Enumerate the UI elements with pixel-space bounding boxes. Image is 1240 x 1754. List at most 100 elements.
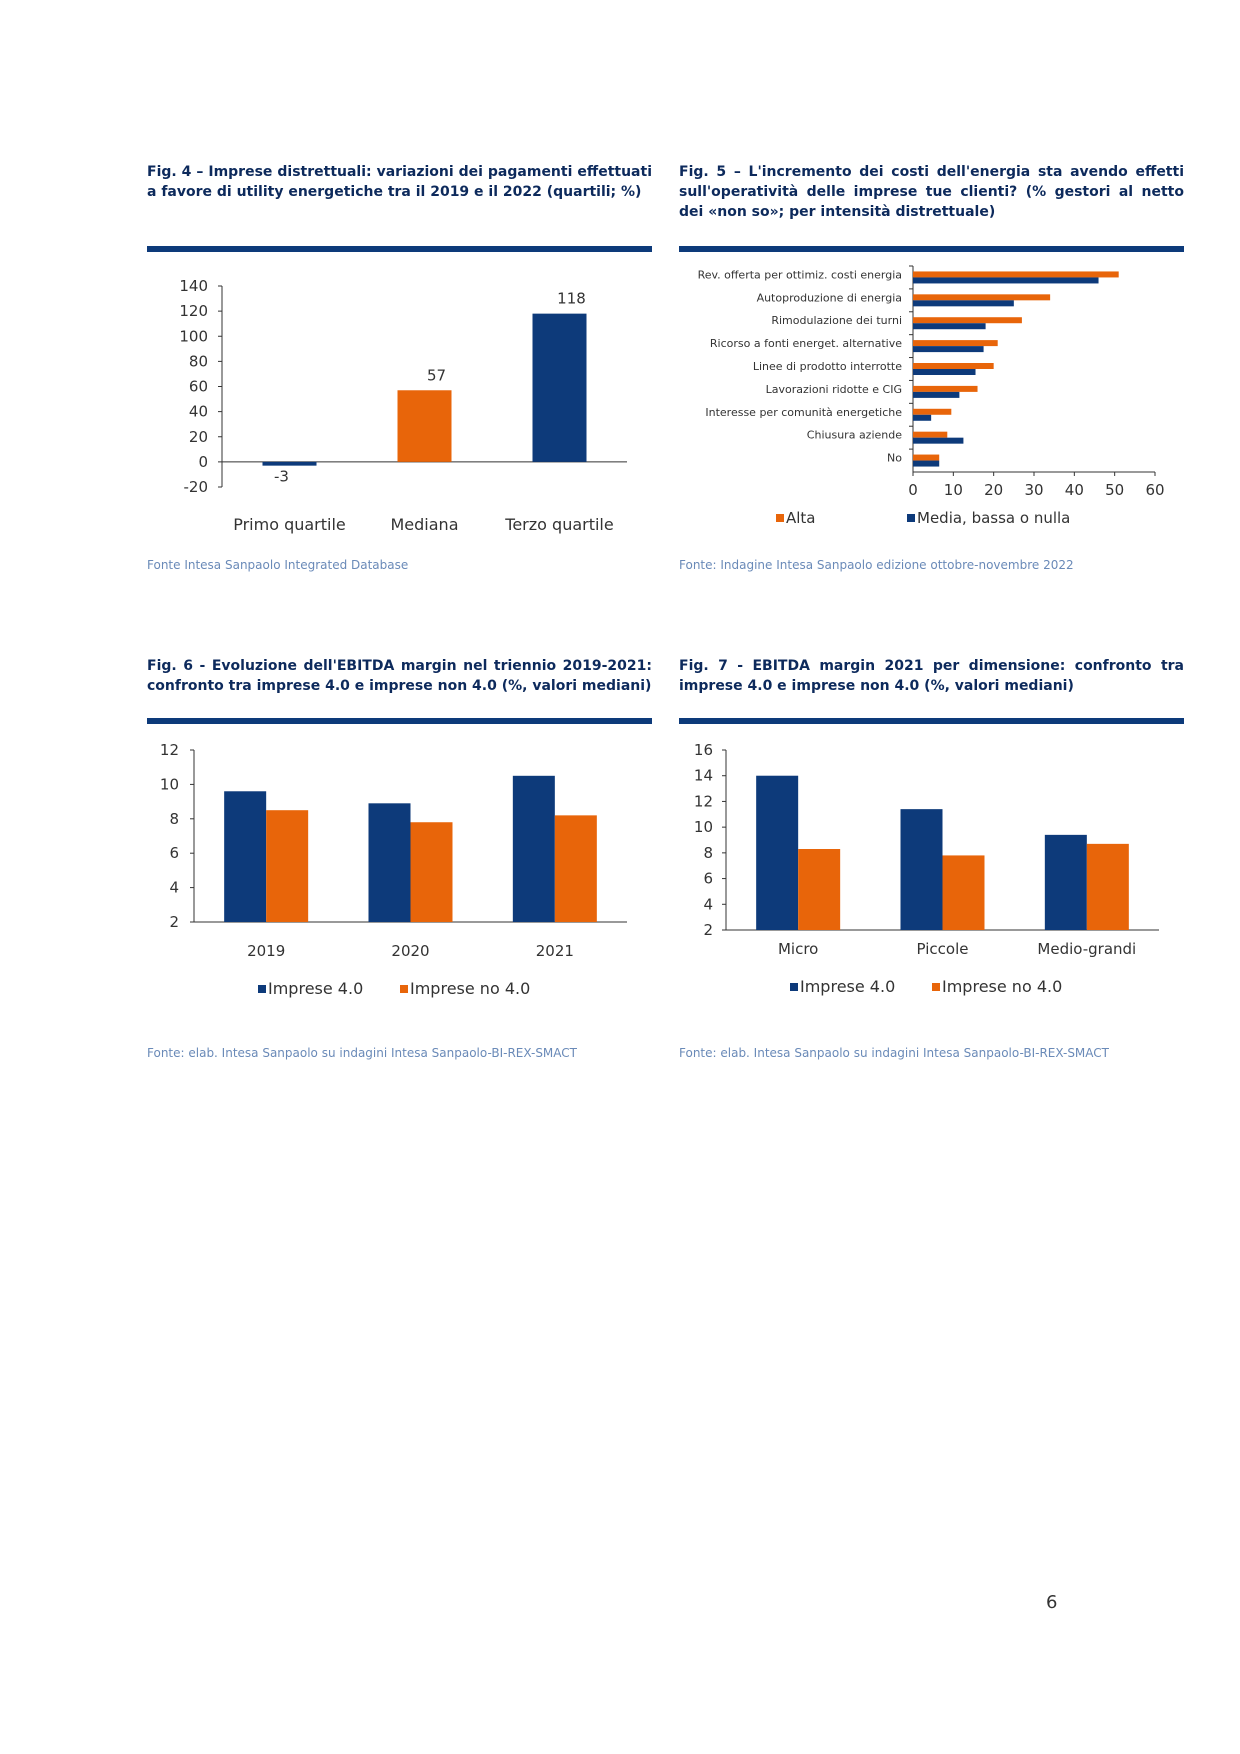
bar-mediana — [397, 390, 452, 462]
y-tick-label: 60 — [189, 378, 208, 396]
legend-label-alta: Alta — [786, 509, 816, 527]
bar-no-media-bassa-o-nulla — [913, 460, 940, 467]
bar-interesse-per-comunit-energetiche-alta — [913, 408, 952, 415]
bar-micro-imprese-4-0 — [756, 775, 799, 930]
legend-label-imprese-4-0: Imprese 4.0 — [800, 977, 895, 996]
figure-6-chart: 2 4 6 8 10 12 2019 2020 2021 Imprese 4.0 Imprese n… — [160, 741, 627, 998]
y-tick-label: 40 — [189, 403, 208, 421]
bar-rimodulazione-dei-turni-alta — [913, 317, 1022, 324]
bar-piccole-imprese-4-0 — [900, 809, 943, 930]
figure-6-rule — [147, 718, 652, 724]
y-tick-label: 4 — [703, 895, 713, 913]
figure-6-source: Fonte: elab. Intesa Sanpaolo su indagini… — [147, 1046, 577, 1060]
bar-ricorso-a-fonti-energet-alternative-media-bassa-o-nulla — [913, 346, 984, 353]
bar-autoproduzione-di-energia-media-bassa-o-nulla — [913, 300, 1014, 307]
category-label-rimodulazione-dei-turni: Rimodulazione dei turni — [771, 314, 902, 327]
y-tick-label: 4 — [169, 879, 179, 897]
x-tick-label: 60 — [1145, 481, 1164, 499]
bar-2019-imprese-no-4-0 — [266, 810, 309, 922]
figure-5-title: Fig. 5 – L'incremento dei costi dell'ene… — [679, 164, 1184, 220]
bar-linee-di-prodotto-interrotte-alta — [913, 363, 994, 369]
y-tick-label: 14 — [694, 767, 713, 785]
figure-4-source: Fonte Intesa Sanpaolo Integrated Databas… — [147, 558, 409, 572]
data-label-mediana: 57 — [427, 366, 446, 384]
bar-medio-grandi-imprese-no-4-0 — [1086, 843, 1129, 930]
legend-swatch-alta — [776, 514, 784, 522]
bar-piccole-imprese-no-4-0 — [942, 855, 985, 930]
category-label-lavorazioni-ridotte-e-cig: Lavorazioni ridotte e CIG — [766, 383, 902, 396]
y-tick-label: 80 — [189, 352, 208, 370]
y-tick-label: 0 — [198, 453, 208, 471]
y-tick-label: 120 — [179, 302, 208, 320]
y-tick-label: 6 — [703, 870, 713, 888]
y-tick-label: -20 — [184, 478, 209, 496]
legend-label-imprese-4-0: Imprese 4.0 — [268, 979, 363, 998]
x-tick-label-terzo-quartile: Terzo quartile — [504, 515, 613, 534]
legend-swatch-imprese-no-4-0 — [400, 985, 408, 993]
y-tick-label: 16 — [694, 741, 713, 759]
x-tick-label: 30 — [1024, 481, 1043, 499]
bar-no-alta — [913, 454, 940, 461]
x-tick-label: 50 — [1105, 481, 1124, 499]
legend-label-imprese-no-4-0: Imprese no 4.0 — [942, 977, 1062, 996]
x-tick-label-micro: Micro — [778, 940, 818, 958]
figure-4-rule — [147, 246, 652, 252]
figure-5-rule — [679, 246, 1184, 252]
bar-terzo-quartile — [532, 313, 587, 462]
bar-rev-offerta-per-ottimiz-costi-energia-alta — [913, 271, 1119, 278]
y-tick-label: 10 — [694, 818, 713, 836]
bar-chiusura-aziende-media-bassa-o-nulla — [913, 437, 964, 444]
y-tick-label: 12 — [160, 741, 179, 759]
legend-swatch-media — [907, 514, 915, 522]
legend-swatch-imprese-4-0 — [790, 983, 798, 991]
y-tick-label: 140 — [179, 277, 208, 295]
bar-micro-imprese-no-4-0 — [798, 849, 841, 930]
bar-medio-grandi-imprese-4-0 — [1044, 834, 1087, 930]
data-label-terzo-quartile: 118 — [557, 290, 586, 308]
figure-5-source: Fonte: Indagine Intesa Sanpaolo edizione… — [679, 558, 1074, 572]
figure-7-chart: 2 4 6 8 10 12 14 16 Micro Piccole Medio-grandi Impr… — [694, 741, 1159, 996]
bar-2019-imprese-4-0 — [224, 791, 267, 922]
figure-6-title: Fig. 6 - Evoluzione dell'EBITDA margin n… — [147, 658, 652, 694]
bar-chiusura-aziende-alta — [913, 431, 948, 438]
x-tick-label-mediana: Mediana — [391, 515, 459, 534]
category-label-ricorso-a-fonti-energet-alternative: Ricorso a fonti energet. alternative — [710, 337, 902, 350]
x-tick-label-primo-quartile: Primo quartile — [233, 515, 346, 534]
category-label-interesse-per-comunit-energetiche: Interesse per comunità energetiche — [705, 406, 902, 419]
category-label-no: No — [887, 452, 902, 465]
legend-label-media: Media, bassa o nulla — [917, 509, 1070, 527]
x-tick-label: 20 — [984, 481, 1003, 499]
bar-autoproduzione-di-energia-alta — [913, 294, 1051, 301]
legend-label-imprese-no-4-0: Imprese no 4.0 — [410, 979, 530, 998]
bar-lavorazioni-ridotte-e-cig-alta — [913, 385, 978, 392]
category-label-autoproduzione-di-energia: Autoproduzione di energia — [757, 291, 902, 304]
bar-ricorso-a-fonti-energet-alternative-alta — [913, 340, 998, 347]
figure-6: Fig. 6 - Evoluzione dell'EBITDA margin n… — [147, 656, 652, 1060]
y-tick-label: 2 — [169, 913, 179, 931]
figure-5: Fig. 5 – L'incremento dei costi dell'ene… — [679, 162, 1184, 572]
y-tick-label: 20 — [189, 428, 208, 446]
x-tick-label-2021: 2021 — [536, 942, 574, 960]
figure-7: Fig. 7 - EBITDA margin 2021 per dimensio… — [679, 656, 1184, 1060]
x-tick-label: 10 — [944, 481, 963, 499]
bar-primo-quartile — [262, 461, 317, 466]
bar-rev-offerta-per-ottimiz-costi-energia-media-bassa-o-nulla — [913, 277, 1099, 284]
category-label-chiusura-aziende: Chiusura aziende — [807, 429, 902, 442]
y-tick-label: 6 — [169, 844, 179, 862]
figure-7-source: Fonte: elab. Intesa Sanpaolo su indagini… — [679, 1046, 1109, 1060]
figure-7-rule — [679, 718, 1184, 724]
page-number: 6 — [1046, 1592, 1058, 1613]
x-tick-label-2020: 2020 — [391, 942, 429, 960]
figure-5-chart: 0 10 20 30 40 50 60 Rev. offerta per ottimiz. c… — [698, 265, 1165, 527]
bar-lavorazioni-ridotte-e-cig-media-bassa-o-nulla — [913, 391, 960, 398]
category-label-linee-di-prodotto-interrotte: Linee di prodotto interrotte — [753, 360, 902, 373]
x-tick-label: 0 — [908, 481, 918, 499]
bar-linee-di-prodotto-interrotte-media-bassa-o-nulla — [913, 369, 976, 375]
y-tick-label: 100 — [179, 327, 208, 345]
y-tick-label: 2 — [703, 921, 713, 939]
x-tick-label-piccole: Piccole — [917, 940, 969, 958]
x-tick-label-medio-grandi: Medio-grandi — [1037, 940, 1136, 958]
category-label-rev-offerta-per-ottimiz-costi-energia: Rev. offerta per ottimiz. costi energia — [698, 268, 902, 281]
x-tick-label: 40 — [1065, 481, 1084, 499]
y-tick-label: 8 — [703, 844, 713, 862]
